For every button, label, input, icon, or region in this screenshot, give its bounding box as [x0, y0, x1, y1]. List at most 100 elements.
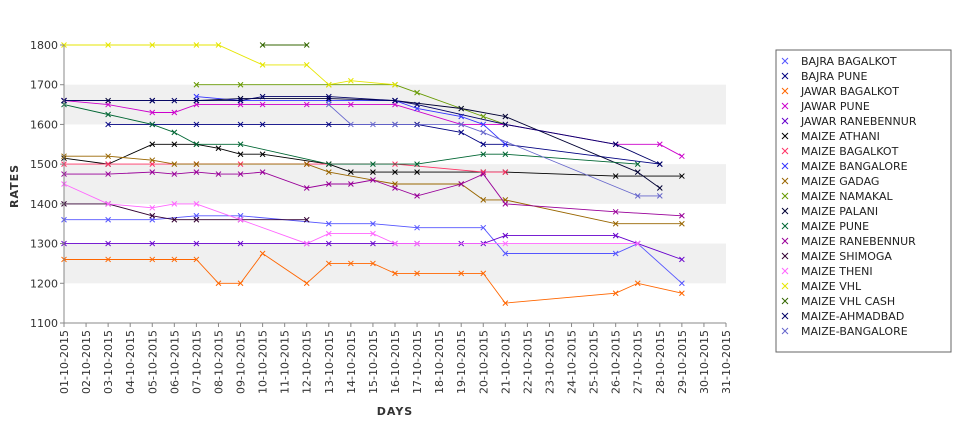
data-point: [392, 240, 398, 247]
data-point: [612, 141, 619, 148]
data-point: [149, 169, 156, 175]
data-point: [414, 224, 420, 231]
series-maize-shimoga: [61, 201, 310, 223]
data-point: [259, 93, 266, 100]
legend-label: MAIZE VHL: [801, 280, 862, 293]
data-point: [370, 230, 376, 237]
legend-label: MAIZE NAMAKAL: [801, 190, 894, 203]
x-tick-label: 31-10-2015: [720, 330, 733, 394]
data-point: [215, 42, 222, 48]
x-tick-label: 24-10-2015: [566, 330, 579, 394]
y-tick-label: 1200: [30, 277, 58, 290]
data-point: [105, 240, 111, 247]
series-maize-bangalore: [325, 101, 663, 199]
data-point: [679, 220, 685, 227]
data-point: [656, 161, 663, 167]
legend-label: JAWAR BAGALKOT: [800, 85, 899, 98]
x-tick-label: 26-10-2015: [610, 330, 623, 394]
legend-label: JAWAR RANEBENNUR: [800, 115, 917, 128]
data-point: [502, 169, 509, 175]
data-point: [325, 101, 332, 108]
data-point: [502, 151, 509, 158]
data-point: [480, 171, 487, 177]
data-point: [149, 42, 156, 48]
data-point: [105, 111, 111, 118]
data-point: [193, 240, 200, 247]
data-point: [458, 121, 465, 128]
data-point: [370, 121, 376, 128]
data-point: [370, 169, 376, 175]
y-tick-label: 1400: [30, 198, 58, 211]
data-point: [679, 153, 685, 160]
x-tick-label: 20-10-2015: [477, 330, 490, 394]
legend-marker: [781, 327, 789, 335]
data-point: [193, 161, 200, 167]
data-point: [679, 212, 685, 219]
data-point: [193, 169, 200, 175]
series-line: [64, 203, 307, 221]
legend-marker: [781, 192, 789, 200]
series-line: [63, 104, 638, 165]
legend-label: MAIZE-AHMADBAD: [801, 310, 904, 323]
data-point: [392, 185, 398, 191]
legend-marker: [781, 222, 789, 230]
data-point: [259, 250, 266, 257]
data-point: [414, 101, 420, 108]
x-axis-label: DAYS: [377, 405, 413, 418]
data-point: [171, 216, 178, 223]
data-point: [502, 113, 509, 120]
data-point: [392, 97, 398, 104]
data-point: [634, 161, 641, 167]
data-point: [458, 181, 465, 187]
legend-label: MAIZE GADAG: [801, 175, 879, 188]
data-point: [392, 270, 398, 277]
data-point: [458, 129, 465, 136]
legend-label: MAIZE BANGALORE: [801, 160, 908, 173]
x-tick-label: 15-10-2015: [367, 330, 380, 394]
data-point: [656, 185, 663, 191]
x-tick-label: 12-10-2015: [301, 330, 314, 394]
legend-marker: [781, 102, 789, 110]
data-point: [502, 250, 509, 257]
data-point: [171, 109, 178, 116]
x-tick-label: 18-10-2015: [433, 330, 446, 394]
data-point: [215, 171, 222, 177]
x-tick-label: 29-10-2015: [676, 330, 689, 394]
data-point: [105, 121, 111, 128]
data-point: [679, 173, 685, 179]
data-point: [303, 62, 310, 68]
data-point: [193, 97, 200, 104]
data-point: [193, 201, 200, 207]
data-point: [502, 240, 509, 247]
data-point: [480, 197, 487, 203]
series-jawar-bagalkot: [61, 250, 685, 306]
data-point: [480, 151, 487, 158]
legend-label: BAJRA BAGALKOT: [801, 55, 897, 68]
legend-marker: [781, 147, 789, 155]
legend: BAJRA BAGALKOT BAJRA PUNE JAWAR BAGALKOT JA…: [775, 49, 952, 353]
y-tick-label: 1800: [30, 39, 58, 52]
data-point: [679, 290, 685, 297]
x-tick-label: 23-10-2015: [543, 330, 556, 394]
y-tick-label: 1500: [30, 158, 58, 171]
x-tick-label: 02-10-2015: [80, 330, 93, 394]
data-point: [149, 240, 156, 247]
legend-label: MAIZE-BANGALORE: [801, 325, 908, 338]
x-tick-label: 30-10-2015: [698, 330, 711, 394]
data-point: [171, 161, 178, 167]
data-point: [237, 141, 244, 148]
x-tick-label: 13-10-2015: [323, 330, 336, 394]
data-point: [237, 81, 244, 88]
data-point: [105, 153, 111, 160]
legend-label: MAIZE ATHANI: [801, 130, 880, 143]
x-tick-label: 27-10-2015: [632, 330, 645, 394]
data-point: [171, 129, 178, 136]
legend-label: MAIZE SHIMOGA: [801, 250, 892, 263]
data-point: [149, 109, 156, 116]
series-line: [196, 84, 506, 125]
x-ticks: 01-10-2015 02-10-2015 03-10-2015 04-10-2015…: [58, 323, 733, 394]
data-point: [414, 270, 420, 277]
data-point: [414, 240, 420, 247]
legend-label: JAWAR PUNE: [800, 100, 870, 113]
y-ticks: 1100 1200 1300 1400 1500 1600 1700 1800: [30, 39, 64, 330]
